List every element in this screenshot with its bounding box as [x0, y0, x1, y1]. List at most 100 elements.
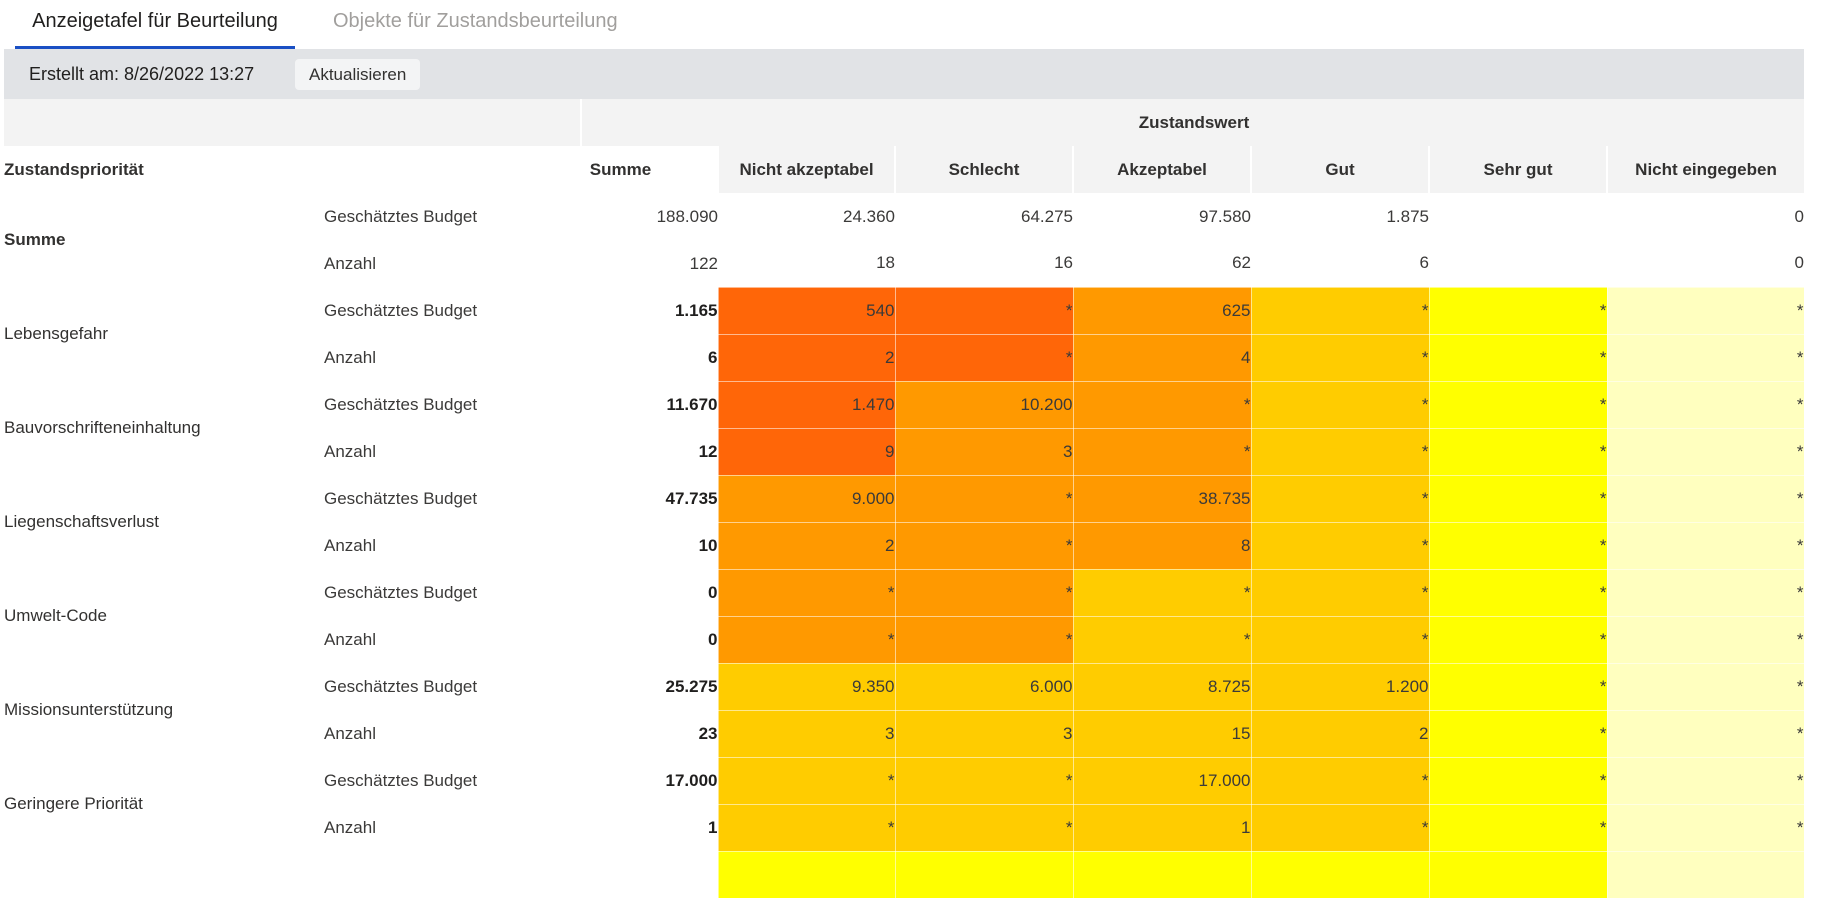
- matrix-cell[interactable]: *: [717, 568, 896, 617]
- matrix-cell[interactable]: *: [1250, 427, 1430, 476]
- matrix-cell[interactable]: 3: [894, 427, 1074, 476]
- column-header-gut[interactable]: Gut: [1250, 146, 1430, 193]
- matrix-cell[interactable]: *: [1250, 333, 1430, 382]
- matrix-cell[interactable]: *: [894, 803, 1074, 852]
- matrix-cell[interactable]: *: [1428, 803, 1608, 852]
- row-sum-value: 11.670: [666, 394, 718, 414]
- matrix-cell[interactable]: *: [1428, 380, 1608, 429]
- matrix-cell[interactable]: *: [1250, 474, 1430, 523]
- matrix-cell[interactable]: *: [717, 756, 896, 805]
- matrix-cell[interactable]: 1.470: [717, 380, 896, 429]
- matrix-cell[interactable]: *: [1250, 803, 1430, 852]
- matrix-cell[interactable]: *: [1250, 615, 1430, 664]
- matrix-cell[interactable]: *: [1428, 615, 1608, 664]
- matrix-cell[interactable]: *: [1606, 333, 1805, 382]
- table-row: Missionsunterstützung Geschätztes Budget 2…: [4, 662, 1805, 719]
- matrix-cell[interactable]: 540: [717, 286, 896, 335]
- assessment-matrix: Zustandspriorität Summe Nicht akzeptabel…: [4, 146, 1805, 899]
- table-row: Anzahl 122 18 16 62 6 0: [4, 240, 1804, 287]
- matrix-cell[interactable]: *: [1606, 615, 1805, 664]
- matrix-cell: 0: [1794, 206, 1805, 226]
- matrix-cell: [1429, 240, 1607, 287]
- matrix-cell[interactable]: *: [894, 333, 1074, 382]
- matrix-cell[interactable]: *: [1606, 286, 1805, 335]
- matrix-cell[interactable]: 1.200: [1250, 662, 1430, 711]
- matrix-cell[interactable]: [717, 850, 896, 899]
- metric-label: Geschätztes Budget: [324, 488, 478, 508]
- matrix-cell[interactable]: *: [1428, 756, 1608, 805]
- column-header-schlecht[interactable]: Schlecht: [894, 146, 1074, 193]
- matrix-cell[interactable]: *: [1606, 803, 1805, 852]
- matrix-cell[interactable]: *: [1250, 286, 1430, 335]
- priority-label: Lebensgefahr: [4, 324, 108, 343]
- matrix-cell[interactable]: *: [1428, 521, 1608, 570]
- matrix-cell[interactable]: 1: [1072, 803, 1252, 852]
- matrix-cell[interactable]: *: [1428, 286, 1608, 335]
- row-sum-value: 23: [698, 723, 718, 743]
- column-header-nicht-akzeptabel[interactable]: Nicht akzeptabel: [717, 146, 896, 193]
- matrix-cell[interactable]: *: [1606, 474, 1805, 523]
- matrix-cell[interactable]: *: [1606, 662, 1805, 711]
- matrix-cell[interactable]: *: [1250, 756, 1430, 805]
- metric-label: [324, 851, 524, 898]
- matrix-cell[interactable]: *: [1428, 474, 1608, 523]
- matrix-cell[interactable]: *: [1606, 756, 1805, 805]
- row-sum-value: 10: [698, 535, 718, 555]
- matrix-cell[interactable]: *: [1428, 333, 1608, 382]
- matrix-cell[interactable]: *: [1428, 709, 1608, 758]
- table-row: Anzahl 6 2 * 4 * * *: [4, 333, 1805, 382]
- matrix-cell[interactable]: [1072, 850, 1252, 899]
- matrix-cell[interactable]: 2: [1250, 709, 1430, 758]
- matrix-cell[interactable]: 8.725: [1072, 662, 1252, 711]
- matrix-cell[interactable]: *: [894, 521, 1074, 570]
- matrix-cell[interactable]: 10.200: [894, 380, 1074, 429]
- matrix-cell[interactable]: *: [1428, 568, 1608, 617]
- refresh-button[interactable]: Aktualisieren: [295, 59, 421, 90]
- matrix-cell[interactable]: *: [717, 803, 896, 852]
- matrix-cell[interactable]: *: [1250, 521, 1430, 570]
- matrix-cell[interactable]: 9.000: [717, 474, 896, 523]
- matrix-cell[interactable]: [1606, 850, 1805, 899]
- matrix-cell[interactable]: *: [894, 568, 1074, 617]
- matrix-cell[interactable]: [1428, 850, 1608, 899]
- matrix-cell[interactable]: *: [894, 756, 1074, 805]
- matrix-cell[interactable]: 2: [717, 521, 896, 570]
- matrix-cell[interactable]: *: [894, 474, 1074, 523]
- matrix-cell[interactable]: *: [1250, 380, 1430, 429]
- column-header-sehr-gut[interactable]: Sehr gut: [1428, 146, 1608, 193]
- matrix-cell[interactable]: 3: [717, 709, 896, 758]
- matrix-cell[interactable]: *: [1072, 427, 1252, 476]
- matrix-cell[interactable]: *: [1072, 380, 1252, 429]
- matrix-cell[interactable]: 9.350: [717, 662, 896, 711]
- column-header-nicht-eingegeben[interactable]: Nicht eingegeben: [1606, 146, 1805, 193]
- matrix-cell[interactable]: [894, 850, 1074, 899]
- matrix-cell[interactable]: 9: [717, 427, 896, 476]
- matrix-cell[interactable]: *: [1250, 568, 1430, 617]
- matrix-cell[interactable]: 4: [1072, 333, 1252, 382]
- matrix-cell[interactable]: *: [894, 615, 1074, 664]
- matrix-cell[interactable]: 15: [1072, 709, 1252, 758]
- tab-scoreboard[interactable]: Anzeigetafel für Beurteilung: [15, 0, 295, 49]
- matrix-cell[interactable]: *: [1606, 521, 1805, 570]
- matrix-cell[interactable]: 38.735: [1072, 474, 1252, 523]
- matrix-cell[interactable]: *: [1606, 568, 1805, 617]
- matrix-cell[interactable]: 625: [1072, 286, 1252, 335]
- column-header-akzeptabel[interactable]: Akzeptabel: [1072, 146, 1252, 193]
- matrix-cell[interactable]: 3: [894, 709, 1074, 758]
- matrix-cell[interactable]: *: [1072, 568, 1252, 617]
- matrix-cell[interactable]: *: [1606, 380, 1805, 429]
- matrix-cell[interactable]: [1250, 850, 1430, 899]
- matrix-cell[interactable]: 6.000: [894, 662, 1074, 711]
- matrix-cell[interactable]: 17.000: [1072, 756, 1252, 805]
- matrix-cell[interactable]: *: [1428, 662, 1608, 711]
- matrix-cell[interactable]: 8: [1072, 521, 1252, 570]
- matrix-cell[interactable]: *: [1072, 615, 1252, 664]
- matrix-cell[interactable]: *: [1606, 427, 1805, 476]
- matrix-cell[interactable]: *: [894, 286, 1074, 335]
- matrix-cell[interactable]: *: [1606, 709, 1805, 758]
- table-row: Anzahl 1 * * 1 * * *: [4, 803, 1805, 852]
- matrix-cell[interactable]: *: [1428, 427, 1608, 476]
- matrix-cell[interactable]: *: [717, 615, 896, 664]
- tab-assessment-objects[interactable]: Objekte für Zustandsbeurteilung: [333, 10, 618, 32]
- matrix-cell[interactable]: 2: [717, 333, 896, 382]
